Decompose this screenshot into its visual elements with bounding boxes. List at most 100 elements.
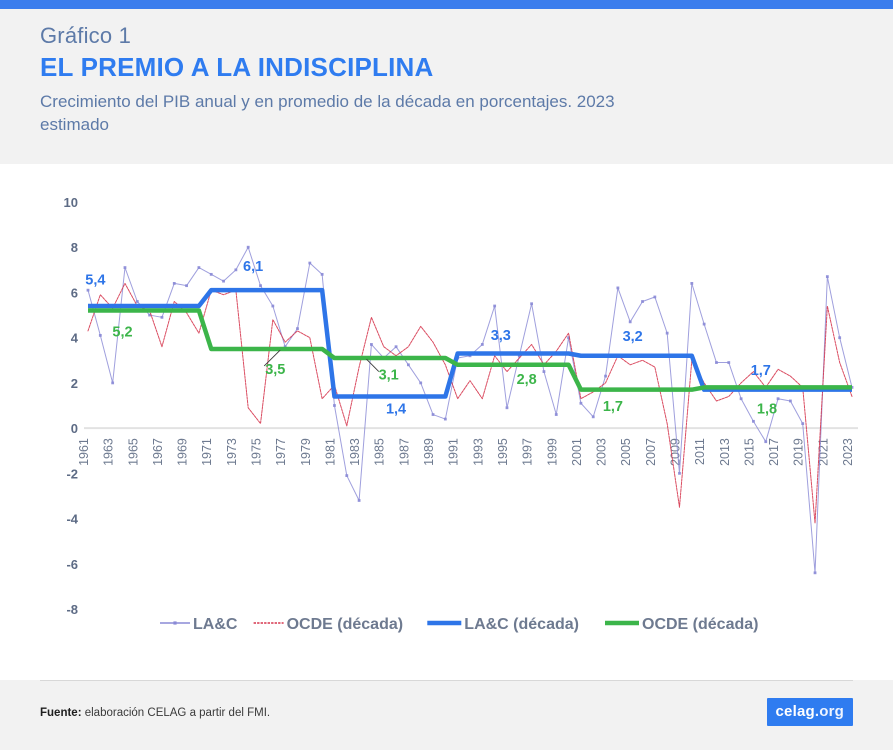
footer-divider (40, 680, 853, 681)
series-line-lac_decade (88, 287, 852, 399)
x-axis-tick-label: 1965 (126, 438, 140, 466)
y-axis-tick-label: 10 (64, 195, 78, 210)
series-marker-lac_annual (123, 266, 127, 269)
series-marker-lac_annual (308, 261, 312, 265)
x-axis-tick-label: 1967 (151, 438, 165, 466)
series-marker-lac_annual (517, 354, 521, 358)
x-axis-tick-label: 2003 (595, 438, 609, 466)
x-axis-tick-label: 2005 (619, 438, 633, 466)
series-marker-lac_annual (333, 404, 336, 407)
y-axis: 10 8 6 4 2 0 -2 -4 -6 -8 (64, 195, 79, 617)
x-axis-tick-label: 2001 (570, 438, 584, 466)
series-marker-lac_annual (530, 302, 534, 306)
series-line-ocde_decade (88, 308, 852, 392)
source-note: Fuente: elaboración CELAG a partir del F… (40, 707, 270, 719)
series-marker-lac_annual (567, 336, 570, 340)
series-marker-lac_annual (727, 361, 731, 364)
series-marker-lac_annual (838, 336, 842, 340)
series-marker-lac_annual (197, 266, 201, 269)
annotation-leaders (263, 349, 380, 372)
series-marker-lac_annual (752, 419, 755, 423)
series-marker-lac_annual (641, 300, 644, 303)
x-axis: 1961 1963 1965 1967 1969 1971 1973 1975 1977 1979… (77, 438, 855, 466)
series-marker-lac_annual (702, 322, 706, 326)
x-axis-tick-label: 2007 (644, 438, 658, 466)
y-axis-tick-label: 6 (71, 285, 78, 300)
celag-brand-badge[interactable]: celag.org (766, 698, 853, 726)
series-group (86, 245, 854, 575)
series-marker-lac_annual (160, 315, 164, 319)
series-marker-lac_annual (246, 245, 250, 249)
y-axis-tick-label: -6 (66, 557, 78, 572)
legend-label: OCDE (década) (287, 616, 403, 633)
chart-subtitle: Crecimiento del PIB anual y en promedio … (40, 92, 615, 135)
series-marker-lac_annual (505, 406, 509, 410)
series-marker-lac_annual (259, 284, 262, 288)
series-marker-lac_annual (788, 399, 792, 403)
x-axis-tick-label: 2023 (841, 438, 855, 466)
annotation-leader-line (263, 349, 281, 367)
x-axis-tick-label: 1963 (102, 438, 116, 466)
series-marker-lac_annual (431, 413, 435, 416)
series-marker-lac_annual (419, 381, 423, 385)
series-marker-lac_annual (345, 474, 349, 477)
series-marker-lac_annual (801, 422, 805, 425)
series-marker-lac_annual (283, 345, 287, 349)
x-axis-tick-label: 2011 (693, 438, 707, 465)
series-marker-lac_annual (234, 268, 238, 272)
series-line-lac_annual (87, 246, 853, 574)
data-label: 1,4 (386, 401, 406, 417)
series-marker-lac_annual (739, 397, 743, 401)
series-marker-lac_annual (406, 363, 410, 367)
x-axis-tick-label: 2019 (792, 438, 806, 466)
series-marker-lac_annual (542, 370, 546, 373)
series-marker-lac_annual (604, 374, 607, 378)
series-marker-lac_annual (653, 295, 657, 299)
x-axis-tick-label: 2015 (742, 438, 756, 466)
series-marker-lac_annual (135, 300, 139, 303)
y-axis-tick-label: 4 (71, 331, 79, 346)
legend-label: OCDE (década) (642, 616, 758, 633)
page-title: EL PREMIO A LA INDISCIPLINA (40, 52, 434, 83)
series-marker-lac_annual (172, 282, 176, 285)
x-axis-tick-label: 1961 (77, 438, 91, 466)
series-marker-lac_annual (715, 361, 718, 364)
brand-tld: .org (814, 703, 844, 720)
series-marker-lac_annual (690, 282, 694, 285)
series-marker-lac_annual (616, 286, 620, 290)
x-axis-tick-label: 1997 (521, 438, 535, 466)
legend-item[interactable]: OCDE (década) (253, 616, 403, 633)
series-marker-lac_annual (665, 331, 669, 335)
data-label: 5,4 (85, 273, 105, 289)
data-label: 1,7 (751, 363, 771, 379)
series-marker-lac_annual (480, 343, 484, 346)
chart-container: 10 8 6 4 2 0 -2 -4 -6 -8 1961 1963 1965 1967 1969 1971 1… (0, 164, 893, 680)
y-axis-tick-label: 2 (71, 376, 78, 391)
brand-name: celag (775, 703, 815, 720)
x-axis-tick-label: 1991 (447, 438, 461, 466)
x-axis-tick-label: 1977 (274, 438, 288, 466)
data-label: 2,8 (517, 372, 537, 388)
data-label: 3,5 (265, 362, 285, 378)
series-marker-lac_annual (591, 415, 595, 419)
legend-swatch-marker (173, 621, 177, 625)
legend-item[interactable]: LA&C (160, 616, 238, 633)
legend-item[interactable]: OCDE (década) (605, 616, 758, 633)
series-marker-lac_annual (296, 327, 299, 331)
series-marker-lac_annual (86, 288, 90, 292)
x-axis-tick-label: 2017 (767, 438, 781, 466)
x-axis-tick-label: 1987 (397, 438, 411, 466)
series-marker-lac_annual (148, 313, 152, 317)
series-marker-lac_annual (579, 401, 583, 405)
series-marker-lac_annual (443, 417, 447, 421)
legend-item[interactable]: LA&C (década) (427, 616, 579, 633)
series-marker-lac_annual (764, 440, 768, 444)
series-marker-lac_annual (394, 345, 398, 349)
x-axis-tick-label: 1989 (422, 438, 436, 466)
y-axis-tick-label: -8 (66, 602, 78, 617)
y-axis-tick-label: 0 (71, 421, 78, 436)
series-marker-lac_annual (813, 571, 817, 575)
series-marker-lac_annual (98, 334, 102, 337)
series-marker-lac_annual (825, 275, 829, 279)
data-label: 1,7 (603, 399, 623, 415)
